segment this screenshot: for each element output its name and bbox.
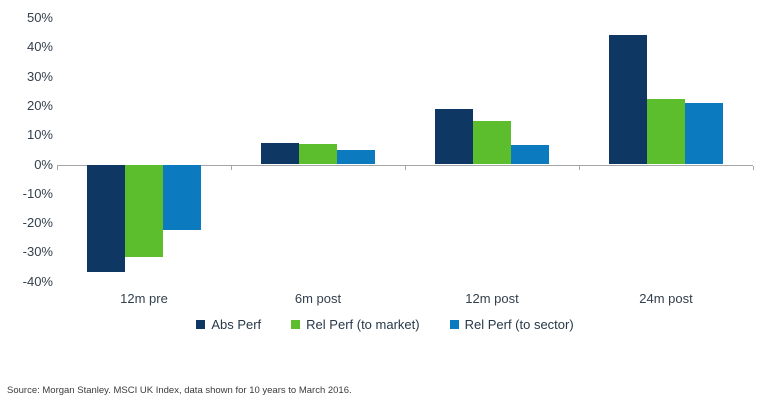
bar-s1-c0 xyxy=(125,165,163,258)
bar-s0-c3 xyxy=(609,35,647,165)
category-label: 12m pre xyxy=(120,291,168,306)
legend: Abs Perf Rel Perf (to market) Rel Perf (… xyxy=(0,317,770,332)
y-tick-label: -30% xyxy=(22,244,53,260)
axis-tick xyxy=(57,166,58,170)
y-tick-label: 20% xyxy=(26,97,53,113)
y-tick-label: 50% xyxy=(26,9,53,25)
bar-s0-c0 xyxy=(87,165,125,273)
bar-s1-c3 xyxy=(647,98,685,165)
axis-tick xyxy=(579,166,580,170)
x-axis-line xyxy=(57,165,753,166)
legend-swatch-rel-perf-market-icon xyxy=(291,320,301,329)
y-tick-label: -10% xyxy=(22,185,53,201)
legend-label: Abs Perf xyxy=(211,317,262,332)
plot-area: 50% 40% 30% 20% 10% 0% -10% -20% -30% -40% 12m pre… xyxy=(22,9,754,306)
legend-item-abs-perf: Abs Perf xyxy=(196,317,261,332)
bar-s2-c3 xyxy=(685,102,723,165)
bar-s2-c2 xyxy=(511,145,549,165)
legend-swatch-rel-perf-sector-icon xyxy=(449,320,459,329)
axis-tick xyxy=(753,166,754,170)
y-tick-label: -20% xyxy=(22,215,53,231)
category-label: 6m post xyxy=(294,291,342,306)
category-label: 12m post xyxy=(465,291,519,306)
legend-label: Rel Perf (to market) xyxy=(306,317,420,332)
category-label: 24m post xyxy=(639,291,693,306)
bar-s0-c2 xyxy=(435,108,473,165)
source-note: Source: Morgan Stanley. MSCI UK Index, d… xyxy=(7,385,352,396)
y-tick-label: 0% xyxy=(34,156,53,172)
y-tick-label: 40% xyxy=(26,39,53,55)
bar-s1-c2 xyxy=(473,120,511,165)
bar-s0-c1 xyxy=(261,142,299,165)
axis-tick xyxy=(231,166,232,170)
legend-item-rel-perf-market: Rel Perf (to market) xyxy=(291,317,420,332)
y-tick-label: 10% xyxy=(26,127,53,143)
y-tick-label: 30% xyxy=(26,68,53,84)
bar-s2-c1 xyxy=(337,149,375,165)
bar-s2-c0 xyxy=(163,165,201,230)
bar-s1-c1 xyxy=(299,143,337,165)
legend-item-rel-perf-sector: Rel Perf (to sector) xyxy=(449,317,574,332)
legend-label: Rel Perf (to sector) xyxy=(464,317,574,332)
axis-tick xyxy=(405,166,406,170)
legend-swatch-abs-perf-icon xyxy=(196,320,206,329)
y-tick-label: -40% xyxy=(22,273,53,289)
